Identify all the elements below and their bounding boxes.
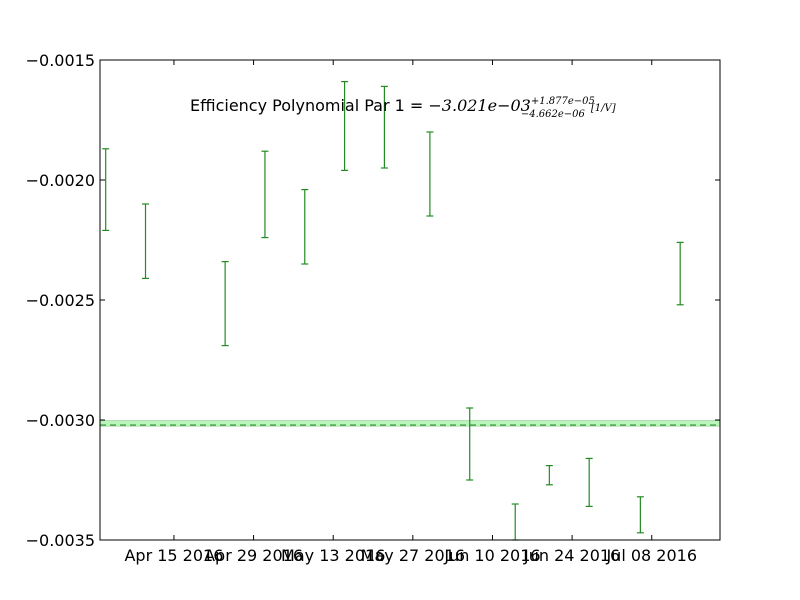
annotation-lower-error: −4.662e−06: [521, 109, 586, 120]
errorbar: [426, 131, 434, 217]
errorbar: [466, 407, 474, 481]
annotation: Efficiency Polynomial Par 1 = −3.021e−03…: [190, 96, 616, 120]
y-tick-label: −0.0030: [26, 411, 95, 430]
y-tick-label: −0.0025: [26, 291, 95, 310]
errorbar: [511, 503, 519, 541]
errorbar: [636, 496, 644, 534]
errorbar: [545, 465, 553, 486]
annotation-unit: [1/V]: [591, 103, 616, 114]
annotation-upper-error: +1.877e−05: [531, 96, 595, 107]
y-tick-label: −0.0020: [26, 171, 95, 190]
x-tick-label: May 27 2016: [361, 546, 465, 565]
y-tick-label: −0.0035: [26, 531, 95, 550]
errorbar: [341, 80, 349, 171]
errorbar: [380, 85, 388, 169]
x-tick-label: May 13 2016: [281, 546, 385, 565]
errorbar: [102, 148, 110, 231]
errorbar: [142, 203, 150, 279]
x-tick-label: Apr 29 2016: [204, 546, 303, 565]
x-tick-label: Apr 15 2016: [124, 546, 223, 565]
errorbar: [221, 261, 229, 347]
y-axis: −0.0015 −0.0020 −0.0025 −0.0030 −0.0035: [26, 51, 720, 550]
plot-area: [99, 59, 721, 541]
errorbar-layer: [102, 80, 684, 541]
errorbar: [676, 241, 684, 306]
x-tick-label: Jun 10 2016: [443, 546, 540, 565]
errorbar: [301, 189, 309, 265]
errorbar: [261, 150, 269, 239]
annotation-value: −3.021e−03: [428, 96, 530, 115]
errorbar: [585, 457, 593, 507]
annotation-text: Efficiency Polynomial Par 1 =: [190, 96, 428, 115]
x-tick-label: Jun 24 2016: [523, 546, 620, 565]
y-tick-label: −0.0015: [26, 51, 95, 70]
x-tick-label: Jul 08 2016: [605, 546, 697, 565]
